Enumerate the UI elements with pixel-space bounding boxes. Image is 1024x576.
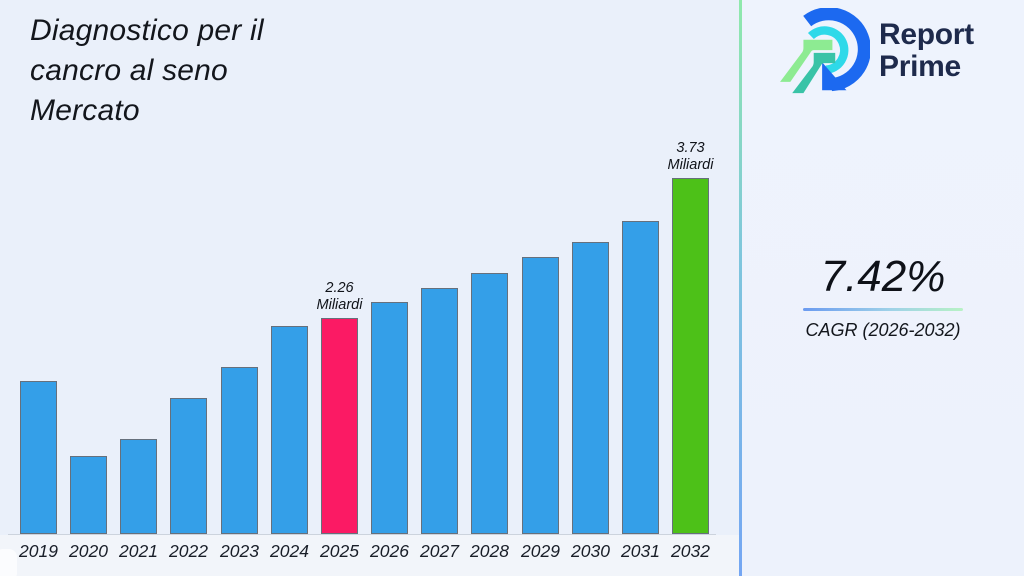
x-tick-2025: 2025 <box>320 541 359 561</box>
right-panel <box>742 0 1024 576</box>
vertical-separator <box>739 0 742 576</box>
x-tick-2020: 2020 <box>69 541 108 561</box>
x-tick-2030: 2030 <box>571 541 610 561</box>
chart-title-line-3: Mercato <box>30 94 140 127</box>
bar-2020 <box>70 456 107 534</box>
x-axis-line <box>8 534 716 535</box>
chart-title-line-1: Diagnostico per il <box>30 14 264 47</box>
bar-2028 <box>471 273 508 534</box>
x-tick-2024: 2024 <box>270 541 309 561</box>
cagr-underline-decoration <box>803 308 963 311</box>
x-axis-strip <box>0 535 739 576</box>
report-prime-logo-icon <box>780 8 870 94</box>
logo-text-line-2: Prime <box>879 50 961 83</box>
bar-2023 <box>221 367 258 534</box>
bar-2032 <box>672 178 709 534</box>
bar-2024 <box>271 326 308 534</box>
x-tick-2026: 2026 <box>370 541 409 561</box>
x-tick-2027: 2027 <box>420 541 459 561</box>
report-prime-logo: Report Prime <box>778 8 974 94</box>
cagr-value: 7.42% <box>820 252 946 301</box>
bar-2029 <box>522 257 559 534</box>
chart-title-line-2: cancro al seno <box>30 54 228 87</box>
bar-chart: 2019 2020 2021 2022 2023 2024 2025 2.26 Miliardi… <box>0 140 739 576</box>
x-tick-2029: 2029 <box>521 541 560 561</box>
data-label-2032: 3.73 Miliardi <box>667 140 714 173</box>
bar-2025 <box>321 318 358 534</box>
bar-2021 <box>120 439 157 534</box>
x-tick-2023: 2023 <box>220 541 259 561</box>
data-label-2025: 2.26 Miliardi <box>316 280 363 313</box>
x-tick-2022: 2022 <box>169 541 208 561</box>
x-tick-2031: 2031 <box>621 541 660 561</box>
cagr-block: 7.42% CAGR (2026-2032) <box>742 252 1024 341</box>
x-tick-2028: 2028 <box>470 541 509 561</box>
bar-2031 <box>622 221 659 534</box>
bar-2026 <box>371 302 408 534</box>
bar-2030 <box>572 242 609 534</box>
x-tick-2019: 2019 <box>19 541 58 561</box>
chart-title: Diagnostico per il cancro al seno Mercat… <box>30 11 390 131</box>
corner-highlight-decoration <box>0 549 17 576</box>
x-tick-2032: 2032 <box>671 541 710 561</box>
x-tick-2021: 2021 <box>119 541 158 561</box>
bar-2022 <box>170 398 207 534</box>
report-prime-logo-text: Report Prime <box>879 19 974 83</box>
bar-2019 <box>20 381 57 534</box>
logo-text-line-1: Report <box>879 18 974 51</box>
cagr-label: CAGR (2026-2032) <box>805 320 961 340</box>
bar-2027 <box>421 288 458 534</box>
